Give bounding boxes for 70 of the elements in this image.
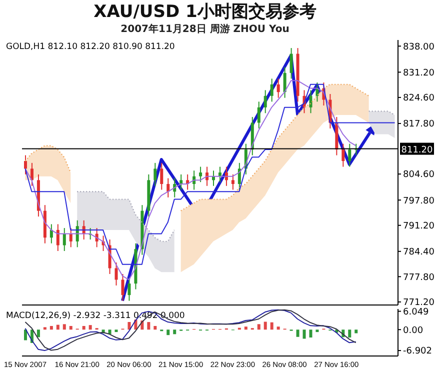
bar (88, 325, 92, 330)
candlestick (56, 224, 60, 252)
y-tick-label: 817.80 (403, 120, 435, 130)
candlestick (257, 101, 260, 129)
candlestick (290, 48, 293, 80)
candlestick (283, 66, 286, 98)
bar (348, 330, 352, 338)
bar (309, 330, 312, 338)
y-tick-label: 777.80 (403, 272, 435, 283)
bar (43, 327, 46, 330)
candlestick (199, 166, 202, 183)
candlestick (180, 174, 183, 190)
bar (114, 330, 118, 332)
candlestick (348, 143, 352, 168)
candlestick (270, 78, 274, 102)
candlestick (238, 162, 241, 190)
candlestick (166, 178, 170, 198)
y-tick-label: -6.902 (403, 346, 432, 357)
y-tick-label: 771.20 (403, 298, 435, 308)
candlestick (114, 262, 118, 286)
candlestick (121, 273, 124, 302)
bar (257, 324, 260, 330)
y-tick-label: 6.049 (403, 307, 430, 318)
bar (50, 326, 53, 330)
bar (270, 322, 274, 330)
candlestick (154, 162, 157, 186)
bar (128, 322, 131, 330)
y-tick-label: 804.60 (403, 170, 435, 180)
y-tick-label: 0.00 (403, 326, 424, 336)
candlestick (264, 90, 267, 114)
chart-title: XAU/USD 1小时图交易参考 (92, 1, 318, 23)
bar (24, 330, 27, 340)
bar (173, 330, 176, 334)
y-tick-label: 784.40 (403, 248, 435, 258)
candlestick (218, 166, 222, 183)
bar (154, 326, 157, 330)
bar (62, 324, 66, 330)
candlestick (231, 174, 234, 190)
bar (108, 330, 112, 334)
candlestick (309, 90, 312, 114)
y-tick-label: 797.80 (403, 196, 435, 206)
candlestick (276, 78, 280, 98)
candlestick (342, 143, 345, 168)
chart-subtitle: 2007年11月28日 周游 ZHOU You (120, 22, 290, 36)
bar (264, 322, 267, 330)
bar (147, 322, 150, 330)
candlestick (160, 162, 164, 190)
candlestick (30, 162, 34, 186)
y-tick-label: 791.20 (403, 222, 435, 232)
y-tick-label: 831.20 (403, 68, 435, 78)
candlestick (128, 277, 131, 302)
bar (69, 326, 72, 330)
bar (36, 330, 40, 338)
bar (316, 330, 319, 332)
bar (82, 326, 86, 330)
bar (354, 330, 358, 334)
annotation: GOLD,H1 812.10 812.20 810.90 811.20 (6, 42, 175, 52)
bar (276, 326, 280, 330)
candlestick (50, 224, 53, 244)
candlestick (69, 228, 72, 248)
candlestick (62, 228, 66, 252)
bar (296, 330, 300, 337)
bar (56, 324, 60, 330)
bar (244, 326, 248, 330)
bar (166, 330, 170, 336)
bar (302, 330, 306, 339)
y-tick-label: 824.60 (403, 94, 435, 104)
candlestick (24, 154, 27, 175)
ref-line-label: 811.20 (401, 145, 434, 156)
y-tick-label: 838.00 (403, 42, 435, 52)
